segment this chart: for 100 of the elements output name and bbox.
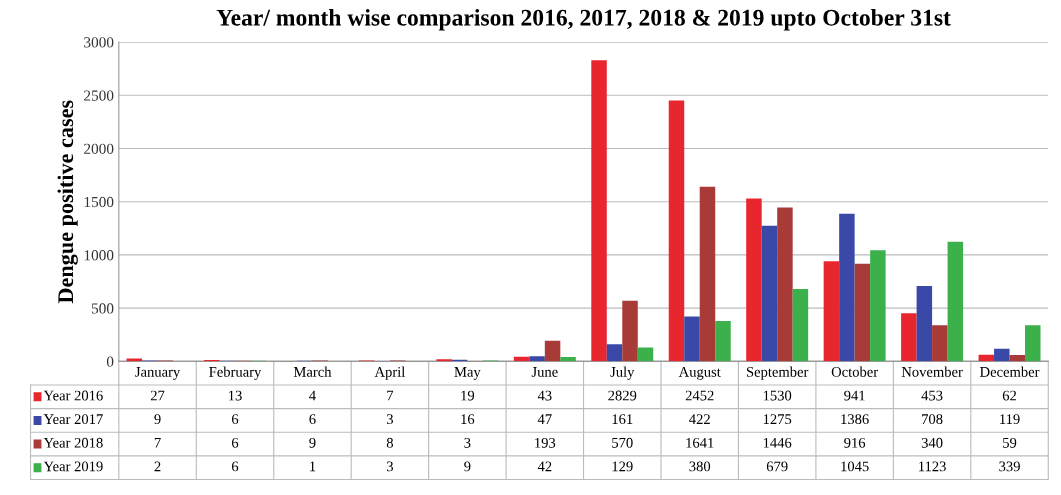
data-label: 19 <box>461 390 475 401</box>
data-label: 916 <box>844 437 866 448</box>
x-tick-label: June <box>531 367 558 377</box>
data-label: 1641 <box>686 437 714 448</box>
y-tick-label: 500 <box>91 303 114 314</box>
data-label: 1 <box>310 461 316 472</box>
x-tick-label: February <box>209 366 262 380</box>
data-label: 62 <box>1002 390 1017 401</box>
bar <box>870 250 886 362</box>
data-label: 1530 <box>763 390 792 401</box>
bar <box>436 359 452 362</box>
data-label: 2829 <box>608 390 637 401</box>
data-label: 16 <box>461 414 475 425</box>
data-label: 422 <box>689 414 710 424</box>
bar <box>591 60 607 362</box>
data-label: 27 <box>150 390 165 401</box>
legend-label: Year 2016 <box>43 390 103 401</box>
data-label: 3 <box>386 414 393 425</box>
data-label: 1045 <box>841 461 869 472</box>
bar <box>932 325 948 362</box>
bar <box>606 344 623 362</box>
data-label: 7 <box>387 390 394 401</box>
data-label: 2 <box>154 461 161 472</box>
bar <box>622 300 638 362</box>
y-tick-label: 0 <box>106 356 114 367</box>
bar <box>544 340 561 362</box>
bar <box>1009 355 1026 362</box>
x-tick-label: July <box>610 366 635 380</box>
data-label: 6 <box>231 461 239 472</box>
data-label: 339 <box>999 461 1020 472</box>
y-tick-label: 1000 <box>84 250 114 261</box>
y-tick-label: 2500 <box>84 90 114 101</box>
data-label: 47 <box>537 414 552 424</box>
bar <box>1025 325 1041 362</box>
data-label: 9 <box>464 461 471 472</box>
data-label: 6 <box>309 414 316 425</box>
data-label: 941 <box>844 390 865 401</box>
bar <box>777 207 793 362</box>
bar <box>684 316 700 362</box>
data-label: 2452 <box>685 390 714 401</box>
data-label: 119 <box>1000 414 1020 425</box>
bar <box>854 263 871 362</box>
data-label: 570 <box>612 437 633 448</box>
data-label: 708 <box>922 414 943 425</box>
data-label: 9 <box>309 437 316 448</box>
x-tick-label: November <box>901 366 963 377</box>
data-label: 129 <box>612 461 633 472</box>
data-label: 9 <box>154 414 161 425</box>
data-label: 7 <box>154 438 161 448</box>
bar <box>901 313 917 362</box>
bar <box>761 225 778 362</box>
x-tick-label: March <box>293 366 332 377</box>
data-label: 3 <box>386 461 393 472</box>
bar <box>994 348 1010 362</box>
bar <box>126 358 143 362</box>
data-label: 679 <box>766 461 788 472</box>
x-tick-label: January <box>135 367 181 380</box>
data-label: 13 <box>229 390 242 401</box>
x-tick-label: December <box>980 366 1040 377</box>
data-label: 1386 <box>841 414 869 425</box>
bar <box>560 356 576 362</box>
data-label: 4 <box>309 390 316 401</box>
data-label: 453 <box>921 390 943 401</box>
data-label: 340 <box>921 437 943 448</box>
data-label: 8 <box>386 437 394 448</box>
data-label: 380 <box>689 461 711 472</box>
data-label: 6 <box>231 414 239 425</box>
data-label: 1123 <box>919 461 946 472</box>
data-label: 193 <box>535 437 556 448</box>
data-label: 42 <box>537 461 552 472</box>
x-tick-label: October <box>831 366 878 377</box>
bar <box>529 356 545 362</box>
x-tick-label: August <box>678 367 721 380</box>
legend-label: Year 2019 <box>43 461 103 472</box>
bar <box>637 347 654 362</box>
x-tick-label: April <box>374 366 406 380</box>
data-label: 1275 <box>763 414 792 425</box>
y-axis-title: Dengue positive cases <box>57 100 78 304</box>
y-tick-label: 2000 <box>84 143 114 154</box>
x-tick-label: September <box>746 366 809 380</box>
y-tick-label: 1500 <box>84 196 114 208</box>
bar <box>947 241 964 362</box>
data-label: 43 <box>537 390 552 401</box>
bar <box>699 186 716 362</box>
bar <box>823 261 840 362</box>
bar <box>792 289 809 362</box>
data-label: 161 <box>612 414 633 425</box>
bar <box>916 286 933 362</box>
chart-title: Year/ month wise comparison 2016, 2017, 2018 & 2019 upto October 31st <box>216 9 951 31</box>
bar <box>746 198 762 362</box>
legend-label: Year 2018 <box>43 437 103 448</box>
data-label: 59 <box>1003 437 1017 448</box>
data-label: 1446 <box>763 437 792 448</box>
bar <box>668 100 685 362</box>
data-label: 6 <box>231 437 239 448</box>
y-tick-label: 3000 <box>84 37 114 48</box>
data-label: 3 <box>464 437 471 448</box>
legend-label: Year 2017 <box>43 414 103 425</box>
x-tick-label: May <box>454 367 481 380</box>
bar <box>715 320 731 362</box>
